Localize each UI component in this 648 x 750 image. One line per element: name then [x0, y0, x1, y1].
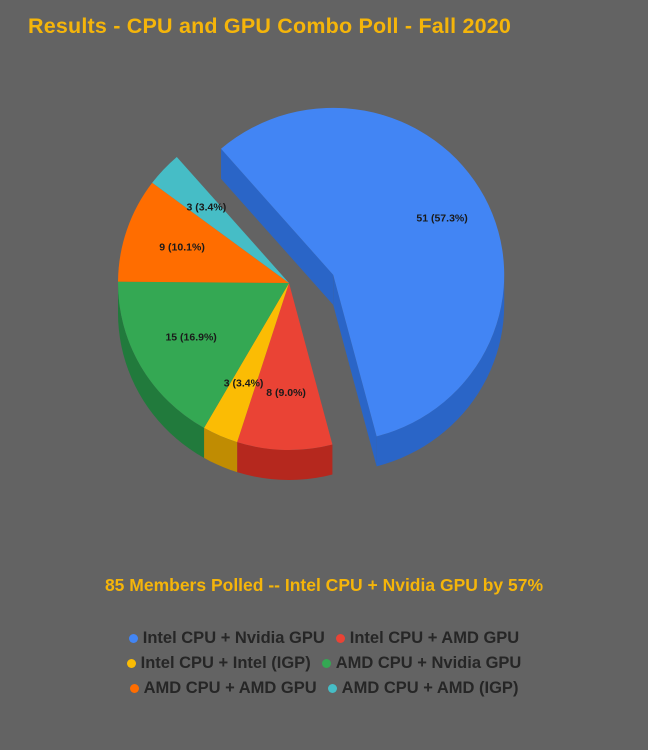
pie-3d-sides — [118, 148, 505, 480]
pie-side-intel-cpu-nvidia-gpu — [376, 274, 505, 467]
legend-row: Intel CPU + Nvidia GPU Intel CPU + AMD GP… — [0, 626, 648, 651]
pie-slice-label: 3 (3.4%) — [224, 378, 264, 390]
legend-item[interactable]: Intel CPU + AMD GPU — [335, 629, 520, 648]
pie-slice-intel-cpu-intel-igp-[interactable] — [204, 283, 289, 443]
page-title: Results - CPU and GPU Combo Poll - Fall … — [28, 14, 512, 38]
legend-item[interactable]: AMD CPU + AMD (IGP) — [327, 679, 519, 698]
chart-subtitle: 85 Members Polled -- Intel CPU + Nvidia … — [104, 575, 544, 595]
pie-slice-amd-cpu-nvidia-gpu[interactable] — [118, 281, 290, 428]
chart-legend: Intel CPU + Nvidia GPU Intel CPU + AMD GP… — [0, 626, 648, 701]
pie-side-intel-cpu-amd-gpu — [237, 442, 333, 480]
pie-side-intel-cpu-intel-igp- — [204, 427, 238, 473]
pie-slice-tops — [118, 107, 505, 450]
pie-slice-label: 3 (3.4%) — [187, 202, 227, 214]
pie-slice-amd-cpu-amd-igp-[interactable] — [152, 156, 289, 283]
legend-dot-intel-amd — [335, 634, 345, 643]
legend-label: Intel CPU + AMD GPU — [349, 629, 520, 648]
legend-label: AMD CPU + Nvidia GPU — [335, 654, 522, 673]
legend-dot-intel-igp — [126, 659, 136, 668]
legend-dot-amd-nvidia — [321, 659, 331, 668]
pie-slice-label: 8 (9.0%) — [266, 387, 306, 399]
legend-label: Intel CPU + Nvidia GPU — [142, 629, 325, 648]
pie-chart: 51 (57.3%) 8 (9.0%) 3 (3.4%) 15 (16.9%) 9 (1… — [0, 78, 648, 498]
pie-slice-labels: 51 (57.3%)8 (9.0%)3 (3.4%)15 (16.9%)9 (1… — [159, 202, 467, 399]
pie-side-intel-cpu-nvidia-gpu-wall-start — [221, 148, 334, 305]
legend-row: Intel CPU + Intel (IGP) AMD CPU + Nvidia … — [0, 651, 648, 676]
legend-item[interactable]: AMD CPU + Nvidia GPU — [321, 654, 522, 673]
pie-side-intel-cpu-nvidia-gpu-wall-end — [333, 274, 377, 467]
pie-chart-svg: 51 (57.3%)8 (9.0%)3 (3.4%)15 (16.9%)9 (1… — [118, 107, 505, 480]
legend-item[interactable]: Intel CPU + Nvidia GPU — [128, 629, 325, 648]
legend-row: AMD CPU + AMD GPU AMD CPU + AMD (IGP) — [0, 676, 648, 701]
legend-dot-amd-amd — [129, 684, 139, 693]
legend-label: AMD CPU + AMD (IGP) — [341, 679, 519, 698]
pie-side-amd-cpu-nvidia-gpu — [118, 283, 205, 458]
legend-label: Intel CPU + Intel (IGP) — [140, 654, 311, 673]
pie-slice-amd-cpu-amd-gpu[interactable] — [118, 182, 289, 283]
legend-label: AMD CPU + AMD GPU — [143, 679, 317, 698]
legend-dot-amd-igp — [327, 684, 337, 693]
legend-item[interactable]: AMD CPU + AMD GPU — [129, 679, 317, 698]
pie-slice-intel-cpu-amd-gpu[interactable] — [237, 283, 333, 450]
legend-dot-intel-nvidia — [128, 634, 138, 643]
pie-slice-label: 51 (57.3%) — [416, 212, 467, 224]
legend-item[interactable]: Intel CPU + Intel (IGP) — [126, 654, 311, 673]
pie-slice-label: 15 (16.9%) — [165, 332, 216, 344]
pie-slice-label: 9 (10.1%) — [159, 242, 205, 254]
pie-slice-intel-cpu-nvidia-gpu[interactable] — [221, 107, 505, 437]
